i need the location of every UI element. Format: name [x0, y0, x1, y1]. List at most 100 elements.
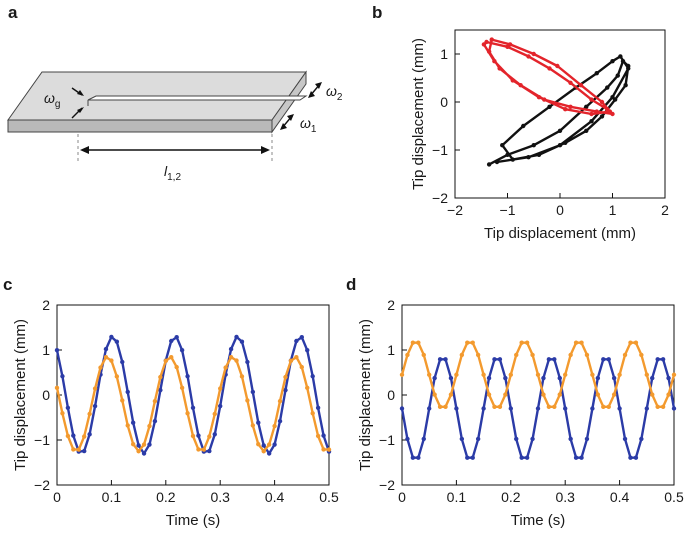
data-point-orange [185, 411, 190, 416]
data-point-blue [633, 455, 639, 460]
data-point-orange [196, 447, 201, 452]
data-point-red-loop [594, 109, 599, 114]
data-point-orange [82, 434, 87, 439]
data-point-orange [174, 364, 179, 370]
data-point-orange [87, 411, 92, 417]
data-point-blue [535, 406, 541, 411]
data-point-orange [169, 354, 174, 360]
data-point-blue [546, 357, 552, 362]
y-axis-title: Tip displacement (mm) [12, 319, 29, 471]
data-point-red-loop [542, 97, 547, 102]
data-point-blue [125, 389, 130, 395]
data-point-blue [650, 375, 655, 381]
data-point-blue [421, 436, 426, 442]
beam-front-edge [7, 119, 273, 133]
data-point-blue [530, 436, 535, 442]
x-tick-label: −1 [500, 202, 516, 218]
data-point-blue [185, 374, 190, 379]
data-point-blue [601, 357, 606, 362]
data-point-red-loop [492, 59, 497, 64]
data-point-blue [427, 406, 432, 411]
data-point-black-loop [557, 128, 563, 133]
data-point-orange [492, 404, 497, 410]
data-point-red-loop [547, 66, 552, 71]
data-point-orange [475, 352, 481, 358]
data-point-blue [611, 375, 617, 381]
data-point-orange [218, 386, 223, 391]
data-point-blue [245, 359, 250, 365]
data-point-blue [470, 455, 475, 460]
data-point-blue [250, 389, 256, 395]
x-tick-label: 0 [53, 489, 61, 505]
data-point-orange [557, 392, 562, 397]
data-point-blue [60, 374, 65, 379]
data-point-orange [310, 411, 315, 416]
data-point-red-loop [568, 80, 573, 86]
data-point-blue [321, 433, 326, 438]
y-tick-label: −1 [432, 142, 448, 158]
data-point-blue [256, 420, 261, 425]
data-point-black-loop [536, 152, 542, 157]
data-point-orange [114, 374, 120, 379]
data-point-orange [508, 372, 513, 377]
data-point-blue [218, 403, 223, 409]
data-point-blue [399, 406, 405, 411]
y-tick-label: 0 [440, 94, 448, 110]
data-point-blue [114, 339, 120, 344]
x-tick-label: 0.1 [102, 489, 122, 505]
x-tick-label: 2 [661, 202, 669, 218]
data-point-blue [158, 387, 163, 393]
y-tick-label: 2 [387, 297, 395, 313]
data-point-orange [427, 372, 432, 377]
data-point-blue [299, 334, 304, 340]
data-point-blue [639, 436, 644, 442]
y-tick-label: 0 [387, 387, 395, 403]
panel-b-label: b [372, 3, 382, 22]
data-point-blue [552, 357, 557, 362]
data-point-blue [234, 334, 239, 340]
data-point-black-loop [563, 140, 568, 145]
data-point-blue [671, 406, 677, 411]
data-point-blue [130, 420, 136, 425]
data-point-red-loop [489, 37, 494, 42]
data-point-orange [125, 423, 130, 428]
data-point-orange [563, 372, 568, 377]
data-point-orange [644, 372, 649, 377]
data-point-black-loop [623, 83, 628, 88]
data-point-blue [261, 443, 266, 448]
data-point-black-loop [531, 143, 536, 148]
data-point-orange [459, 352, 465, 358]
data-point-black-loop [486, 162, 492, 167]
data-point-orange [250, 423, 256, 428]
y-tick-label: −2 [379, 477, 395, 493]
data-point-blue [563, 406, 568, 411]
y-tick-label: 2 [42, 297, 50, 313]
data-point-orange [650, 392, 655, 397]
data-point-blue [405, 436, 410, 442]
data-point-orange [147, 423, 152, 429]
panel-a-label: a [8, 3, 18, 22]
length-arrowhead-right [261, 146, 270, 154]
y-tick-label: 1 [387, 342, 395, 358]
x-tick-label: 0.3 [210, 489, 230, 505]
y-tick-label: −2 [432, 190, 448, 206]
data-point-blue [660, 357, 666, 362]
gap-arrowhead-top [77, 90, 84, 96]
data-point-orange [437, 404, 443, 410]
data-point-orange [65, 433, 71, 439]
data-point-orange [245, 398, 250, 403]
data-point-orange [261, 449, 266, 454]
data-point-orange [611, 392, 617, 397]
data-point-red-loop [563, 107, 568, 112]
data-point-orange [514, 352, 519, 358]
data-point-black-loop [618, 54, 623, 59]
y-axis-title: Tip displacement (mm) [357, 319, 374, 471]
data-point-orange [552, 404, 557, 410]
data-point-blue [207, 448, 212, 454]
data-point-blue [519, 455, 524, 460]
x-tick-label: 1 [609, 202, 617, 218]
data-point-orange [76, 447, 81, 452]
data-point-blue [486, 375, 492, 381]
data-point-blue [508, 406, 513, 411]
data-point-blue [541, 375, 546, 381]
